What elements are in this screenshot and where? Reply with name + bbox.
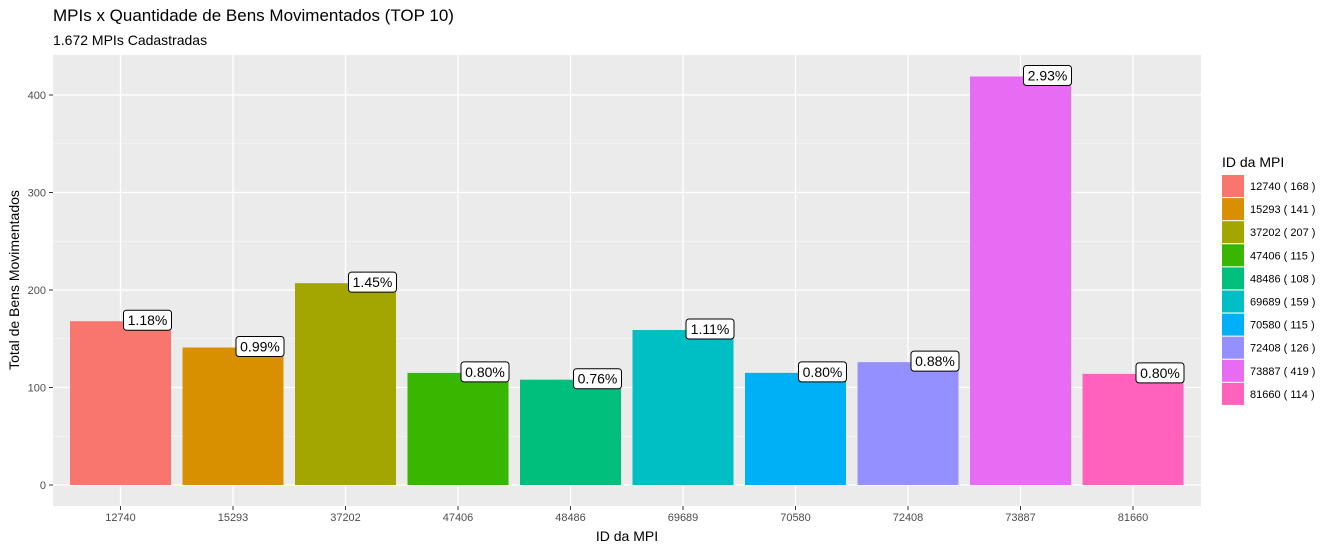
legend-label: 69689 ( 159 )	[1250, 297, 1315, 309]
y-tick-label: 200	[28, 285, 46, 297]
bar-69689	[632, 329, 734, 485]
legend-key	[1222, 175, 1244, 197]
data-label-text: 1.18%	[128, 312, 168, 328]
x-tick-label: 69689	[668, 512, 699, 524]
data-label-70580: 0.80%	[798, 361, 847, 383]
bar-81660	[1082, 373, 1184, 485]
legend-item-72408: 72408 ( 126 )	[1222, 336, 1315, 359]
x-tick-label: 12740	[105, 512, 136, 524]
y-tick-label: 300	[28, 188, 46, 200]
y-tick-label: 0	[40, 480, 46, 492]
data-label-text: 0.99%	[240, 339, 280, 355]
data-label-box	[798, 361, 847, 383]
legend-label: 12740 ( 168 )	[1250, 181, 1315, 193]
legend-title: ID da MPI	[1222, 154, 1284, 170]
data-label-text: 0.80%	[465, 364, 505, 380]
legend: 12740 ( 168 ) 15293 ( 141 ) 37202 ( 207 ) 4…	[1222, 175, 1315, 405]
legend-item-81660: 81660 ( 114 )	[1222, 382, 1315, 405]
bar-72408	[857, 362, 959, 485]
legend-item-48486: 48486 ( 108 )	[1222, 267, 1315, 290]
legend-item-37202: 37202 ( 207 )	[1222, 221, 1315, 244]
x-tick-label: 72408	[893, 512, 924, 524]
data-label-box	[1135, 362, 1185, 384]
legend-label: 70580 ( 115 )	[1250, 320, 1315, 332]
chart-subtitle: 1.672 MPIs Cadastradas	[53, 32, 208, 48]
legend-key	[1222, 267, 1244, 290]
data-label-48486: 0.76%	[573, 368, 622, 390]
legend-key	[1222, 382, 1244, 405]
bar-47406	[407, 372, 509, 485]
data-label-box	[910, 350, 960, 372]
legend-label: 72408 ( 126 )	[1250, 343, 1315, 355]
x-tick-label: 47406	[443, 512, 474, 524]
data-label-69689: 1.11%	[685, 318, 735, 340]
legend-item-47406: 47406 ( 115 )	[1222, 244, 1315, 267]
legend-key	[1222, 359, 1244, 382]
bar-48486	[520, 379, 621, 485]
data-label-text: 2.93%	[1028, 67, 1068, 83]
bar-73887	[970, 76, 1071, 485]
x-tick-label: 73887	[1005, 512, 1036, 524]
legend-label: 47406 ( 115 )	[1250, 250, 1315, 262]
legend-key	[1222, 313, 1244, 336]
data-label-box	[685, 318, 735, 340]
y-tick-label: 400	[28, 90, 46, 102]
legend-key	[1222, 221, 1244, 244]
data-labels: 1.18% 0.99% 1.45% 0.80% 0.76% 1.11% 0.80% 0.88%…	[123, 64, 1185, 390]
x-tick-label: 37202	[330, 512, 361, 524]
y-axis-title: Total de Bens Movimentados	[6, 190, 22, 370]
data-label-text: 0.88%	[915, 353, 955, 369]
data-label-text: 0.80%	[803, 364, 843, 380]
legend-item-69689: 69689 ( 159 )	[1222, 290, 1315, 313]
data-label-text: 0.80%	[1140, 365, 1180, 381]
axes: 0 100 200 300 400 12740 15293 37202 47406 48486 69…	[28, 90, 1149, 524]
data-label-72408: 0.88%	[910, 350, 960, 372]
data-label-box	[573, 368, 622, 390]
data-label-text: 1.11%	[691, 321, 730, 337]
data-label-box	[235, 336, 285, 358]
legend-item-12740: 12740 ( 168 )	[1222, 175, 1315, 197]
data-label-81660: 0.80%	[1135, 362, 1185, 384]
y-tick-label: 100	[28, 383, 46, 395]
legend-label: 48486 ( 108 )	[1250, 273, 1315, 285]
data-label-box	[348, 271, 397, 293]
data-label-15293: 0.99%	[235, 336, 285, 358]
legend-label: 37202 ( 207 )	[1250, 227, 1315, 239]
x-tick-label: 81660	[1118, 512, 1149, 524]
legend-label: 15293 ( 141 )	[1250, 204, 1315, 216]
legend-label: 81660 ( 114 )	[1250, 389, 1315, 401]
bar-15293	[182, 347, 284, 485]
chart-title: MPIs x Quantidade de Bens Movimentados (…	[53, 6, 454, 25]
bars	[70, 76, 1184, 485]
legend-key	[1222, 336, 1244, 359]
legend-key	[1222, 290, 1244, 313]
data-label-box	[460, 361, 510, 383]
legend-label: 73887 ( 419 )	[1250, 366, 1315, 378]
bar-37202	[295, 283, 396, 485]
bar-70580	[745, 372, 846, 485]
legend-key	[1222, 244, 1244, 267]
x-tick-label: 70580	[780, 512, 811, 524]
data-label-text: 0.76%	[578, 371, 618, 387]
legend-item-70580: 70580 ( 115 )	[1222, 313, 1315, 336]
x-tick-label: 15293	[218, 512, 249, 524]
data-label-box	[1023, 64, 1072, 86]
bar-12740	[70, 321, 171, 485]
data-label-box	[123, 309, 172, 331]
data-label-73887: 2.93%	[1023, 64, 1072, 86]
data-label-47406: 0.80%	[460, 361, 510, 383]
x-tick-label: 48486	[555, 512, 586, 524]
legend-item-73887: 73887 ( 419 )	[1222, 359, 1315, 382]
data-label-37202: 1.45%	[348, 271, 397, 293]
x-axis-title: ID da MPI	[596, 528, 658, 544]
data-label-text: 1.45%	[353, 274, 393, 290]
data-label-12740: 1.18%	[123, 309, 172, 331]
legend-item-15293: 15293 ( 141 )	[1222, 198, 1315, 221]
legend-key	[1222, 198, 1244, 221]
